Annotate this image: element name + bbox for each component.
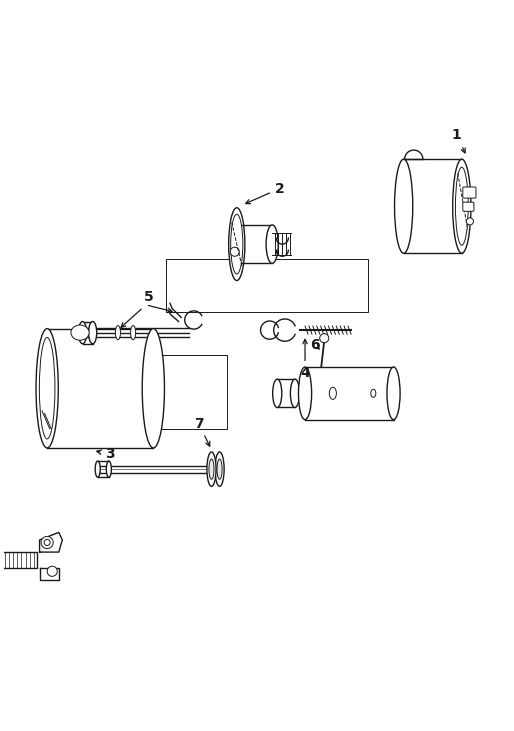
- Ellipse shape: [209, 459, 214, 480]
- Ellipse shape: [79, 322, 86, 344]
- Bar: [403, 159, 462, 253]
- Ellipse shape: [231, 214, 243, 274]
- Bar: [0, 552, 37, 568]
- Ellipse shape: [320, 333, 329, 343]
- Ellipse shape: [131, 325, 136, 340]
- Text: 8: 8: [0, 730, 1, 731]
- Ellipse shape: [229, 208, 245, 281]
- Text: 7: 7: [194, 417, 210, 446]
- Ellipse shape: [116, 325, 120, 340]
- Text: 1: 1: [452, 129, 465, 153]
- Bar: [237, 225, 272, 263]
- Text: 4: 4: [300, 339, 310, 380]
- Ellipse shape: [217, 459, 222, 480]
- Ellipse shape: [329, 387, 336, 399]
- Ellipse shape: [41, 537, 53, 548]
- Polygon shape: [40, 568, 59, 580]
- Ellipse shape: [36, 329, 58, 448]
- Ellipse shape: [106, 461, 112, 477]
- Ellipse shape: [230, 247, 240, 257]
- Ellipse shape: [47, 567, 57, 576]
- Bar: [305, 367, 394, 420]
- FancyBboxPatch shape: [463, 202, 474, 211]
- FancyBboxPatch shape: [463, 187, 476, 198]
- Text: 5: 5: [143, 290, 153, 304]
- Ellipse shape: [395, 159, 413, 253]
- Ellipse shape: [272, 379, 282, 407]
- Ellipse shape: [266, 225, 278, 263]
- Ellipse shape: [453, 159, 471, 253]
- Ellipse shape: [40, 338, 55, 439]
- Bar: [47, 329, 153, 448]
- Ellipse shape: [215, 452, 224, 486]
- Ellipse shape: [290, 379, 300, 407]
- Text: 3: 3: [97, 447, 115, 461]
- Ellipse shape: [207, 452, 216, 486]
- Ellipse shape: [95, 461, 100, 477]
- Ellipse shape: [299, 367, 311, 420]
- Ellipse shape: [71, 325, 89, 340]
- Ellipse shape: [371, 390, 376, 398]
- Bar: [277, 379, 295, 407]
- Ellipse shape: [455, 167, 468, 245]
- Text: 6: 6: [310, 338, 320, 352]
- Text: 2: 2: [246, 181, 285, 204]
- Ellipse shape: [44, 539, 50, 545]
- Polygon shape: [40, 532, 62, 552]
- Ellipse shape: [466, 218, 473, 225]
- Ellipse shape: [88, 322, 97, 344]
- Ellipse shape: [387, 367, 400, 420]
- Ellipse shape: [142, 329, 164, 448]
